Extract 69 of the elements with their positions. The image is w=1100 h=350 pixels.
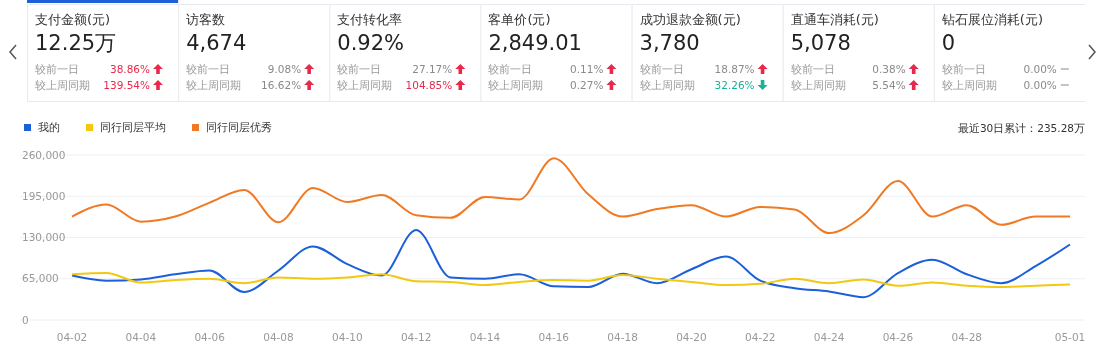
text: 较上周同期 bbox=[35, 79, 90, 91]
x-tick-label: 04-28 bbox=[951, 331, 983, 343]
text: 0.38% bbox=[872, 63, 906, 75]
text: 直通车消耗(元) bbox=[790, 12, 879, 27]
line-series bbox=[71, 272, 1071, 288]
y-tick-label: 195,000 bbox=[22, 189, 66, 202]
line-series bbox=[71, 157, 1071, 235]
text: 32.26% bbox=[714, 79, 755, 91]
x-tick-label: 04-20 bbox=[676, 331, 707, 343]
text: 客单价(元) bbox=[488, 12, 551, 27]
text: 5.54% bbox=[872, 79, 906, 91]
text: 5,078 bbox=[790, 31, 851, 55]
x-tick-label: 04-08 bbox=[263, 331, 294, 343]
text: 139.54% bbox=[103, 79, 151, 91]
text: 最近30日累计：235.28万 bbox=[957, 122, 1085, 134]
y-tick-label: 130,000 bbox=[22, 231, 66, 244]
text: 较前一日 bbox=[639, 63, 684, 75]
text: 较上周同期 bbox=[337, 79, 393, 91]
y-tick-label: 260,000 bbox=[22, 148, 66, 161]
text: 较前一日 bbox=[488, 63, 533, 75]
text: 0.00% bbox=[1023, 63, 1057, 75]
legend-label: 同行同层优秀 bbox=[206, 121, 272, 133]
text: 较前一日 bbox=[941, 63, 986, 75]
text: 成功退款金额(元) bbox=[639, 12, 741, 27]
text: 支付金额(元) bbox=[35, 12, 111, 27]
text: 16.62% bbox=[261, 79, 302, 91]
text: 0.92% bbox=[337, 31, 404, 55]
legend-label: 同行同层平均 bbox=[100, 121, 166, 133]
x-tick-label: 04-12 bbox=[400, 331, 432, 343]
x-tick-label: 04-18 bbox=[607, 331, 638, 343]
text: 2,849.01 bbox=[488, 31, 582, 55]
text: 27.17% bbox=[412, 63, 453, 75]
text: 较上周同期 bbox=[488, 79, 544, 91]
x-tick-label: 04-02 bbox=[56, 331, 88, 343]
x-tick-label: 05-01 bbox=[1054, 331, 1086, 343]
text: 较前一日 bbox=[186, 63, 231, 75]
x-tick-label: 04-22 bbox=[745, 331, 776, 343]
text: 9.08% bbox=[267, 63, 302, 75]
x-tick-label: 04-06 bbox=[194, 331, 226, 343]
text: 104.85% bbox=[405, 79, 453, 91]
text: 较前一日 bbox=[35, 63, 79, 75]
text: 4,674 bbox=[186, 31, 247, 55]
text: 0.11% bbox=[570, 63, 604, 75]
text: 12.25万 bbox=[35, 31, 117, 55]
x-tick-label: 04-10 bbox=[332, 331, 363, 343]
legend-label: 我的 bbox=[38, 121, 60, 133]
x-tick-label: 04-16 bbox=[538, 331, 570, 343]
x-tick-label: 04-24 bbox=[813, 331, 845, 343]
y-tick-label: 65,000 bbox=[22, 272, 59, 285]
text: 18.87% bbox=[714, 63, 755, 75]
text: 38.86% bbox=[109, 63, 151, 75]
text: 3,780 bbox=[639, 31, 700, 55]
text: 较上周同期 bbox=[941, 79, 997, 91]
text: 较上周同期 bbox=[186, 79, 242, 91]
line-series bbox=[71, 228, 1071, 299]
x-tick-label: 04-26 bbox=[882, 331, 914, 343]
text: 访客数 bbox=[186, 12, 226, 27]
text: 钻石展位消耗(元) bbox=[940, 12, 1044, 27]
text: 较前一日 bbox=[790, 63, 835, 75]
text: 较前一日 bbox=[337, 63, 382, 75]
text: 0.27% bbox=[570, 79, 604, 91]
x-tick-label: 04-04 bbox=[125, 331, 157, 343]
text: 较上周同期 bbox=[790, 79, 846, 91]
text: 0.00% bbox=[1023, 79, 1057, 91]
text: 0 bbox=[941, 31, 956, 55]
text: 支付转化率 bbox=[337, 12, 403, 27]
x-tick-label: 04-14 bbox=[469, 331, 501, 343]
text: 较上周同期 bbox=[639, 79, 695, 91]
y-tick-label: 0 bbox=[22, 313, 29, 326]
